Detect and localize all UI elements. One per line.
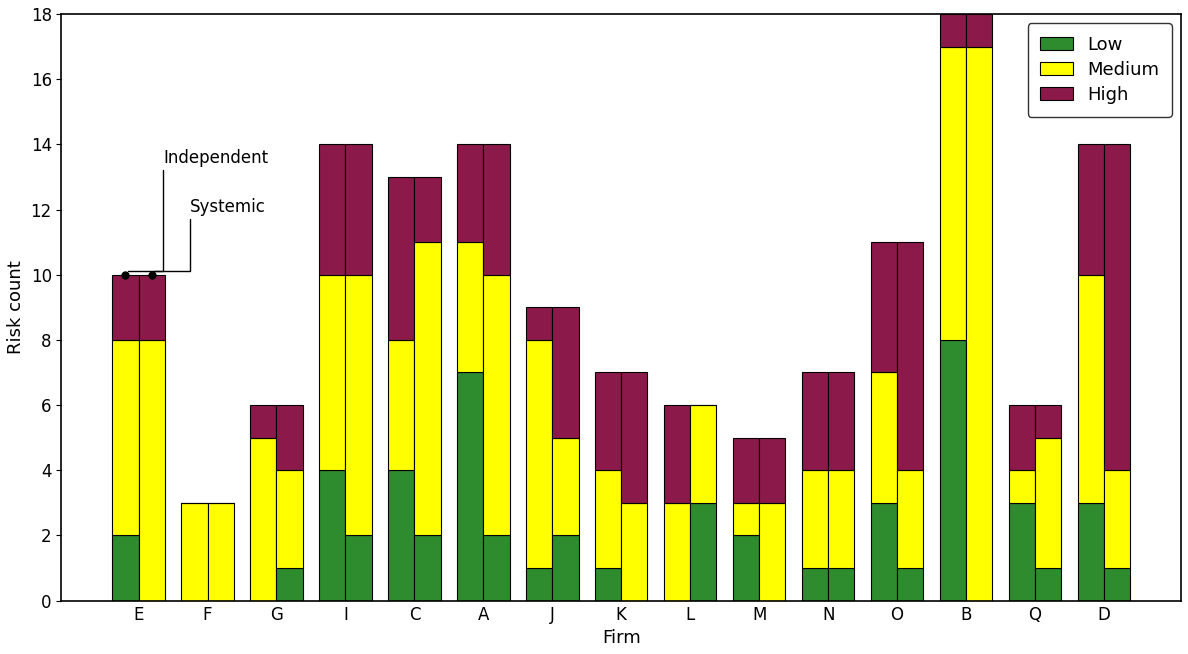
Bar [1104, 145, 1130, 470]
Bar [346, 275, 372, 536]
Bar [182, 503, 208, 600]
Bar [415, 177, 441, 242]
X-axis label: Firm: Firm [602, 629, 640, 647]
Bar [277, 405, 303, 470]
Text: Systemic: Systemic [190, 198, 265, 216]
Bar [966, 46, 992, 600]
Bar [897, 242, 923, 470]
Bar [1078, 275, 1104, 503]
Bar [1009, 470, 1035, 503]
Bar [690, 405, 716, 503]
Bar [871, 373, 897, 503]
Bar [828, 373, 854, 470]
Bar [1104, 568, 1130, 600]
Bar [595, 373, 621, 470]
Bar [1035, 405, 1061, 438]
Bar [277, 568, 303, 600]
Bar [113, 340, 139, 536]
Bar [759, 438, 785, 503]
Bar [113, 536, 139, 600]
Bar [320, 145, 346, 275]
Bar [320, 275, 346, 470]
Bar [733, 503, 759, 536]
Bar [251, 438, 277, 600]
Bar [388, 177, 415, 340]
Bar [346, 536, 372, 600]
Bar [828, 470, 854, 568]
Bar [139, 275, 165, 340]
Bar [484, 536, 510, 600]
Bar [1078, 145, 1104, 275]
Bar [871, 503, 897, 600]
Bar [457, 373, 484, 600]
Bar [320, 470, 346, 600]
Bar [1104, 470, 1130, 568]
Text: Independent: Independent [164, 149, 268, 167]
Bar [733, 438, 759, 503]
Bar [802, 373, 828, 470]
Bar [664, 503, 690, 600]
Bar [415, 242, 441, 536]
Bar [733, 536, 759, 600]
Bar [802, 568, 828, 600]
Bar [1009, 405, 1035, 470]
Bar [526, 340, 552, 568]
Bar [484, 275, 510, 536]
Bar [552, 438, 579, 536]
Bar [759, 503, 785, 600]
Bar [940, 14, 966, 46]
Bar [457, 145, 484, 242]
Bar [595, 568, 621, 600]
Y-axis label: Risk count: Risk count [7, 260, 25, 354]
Bar [346, 145, 372, 275]
Bar [552, 307, 579, 438]
Bar [897, 568, 923, 600]
Bar [690, 503, 716, 600]
Bar [1009, 503, 1035, 600]
Bar [664, 405, 690, 503]
Bar [415, 536, 441, 600]
Bar [552, 536, 579, 600]
Bar [484, 145, 510, 275]
Bar [1035, 568, 1061, 600]
Bar [1035, 438, 1061, 568]
Bar [940, 340, 966, 600]
Bar [251, 405, 277, 438]
Bar [966, 14, 992, 46]
Bar [828, 568, 854, 600]
Bar [113, 275, 139, 340]
Bar [802, 470, 828, 568]
Bar [139, 340, 165, 600]
Bar [526, 307, 552, 340]
Bar [940, 46, 966, 340]
Bar [388, 340, 415, 470]
Bar [1078, 503, 1104, 600]
Bar [595, 470, 621, 568]
Bar [621, 503, 647, 600]
Bar [457, 242, 484, 373]
Legend: Low, Medium, High: Low, Medium, High [1028, 23, 1173, 116]
Bar [897, 470, 923, 568]
Bar [621, 373, 647, 503]
Bar [208, 503, 234, 600]
Bar [526, 568, 552, 600]
Bar [388, 470, 415, 600]
Bar [277, 470, 303, 568]
Bar [871, 242, 897, 373]
